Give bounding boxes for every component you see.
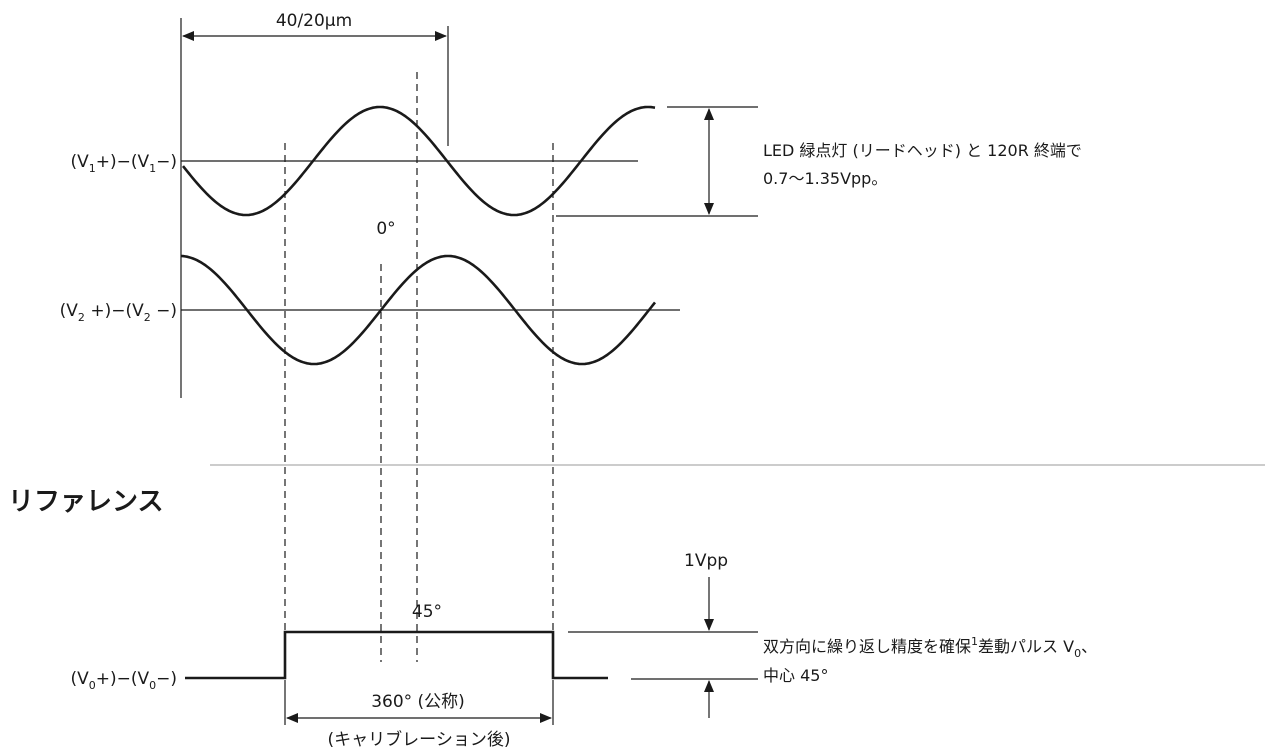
signal-label-v1: (V1+)−(V1−) xyxy=(70,152,177,175)
pulse-note-line2: 中心 45° xyxy=(763,666,828,685)
pulse-note-line1: 双方向に繰り返し精度を確保1差動パルス V0、 xyxy=(763,635,1097,660)
pulse-amplitude-label: 1Vpp xyxy=(684,551,728,571)
pulse-center-label: 45° xyxy=(412,602,442,622)
pulse-width-label: 360° (公称) xyxy=(371,692,465,712)
signal-label-v2: (V2 +)−(V2 −) xyxy=(60,301,177,324)
signal-label-v0: (V0+)−(V0−) xyxy=(70,669,177,692)
zero-degree-label: 0° xyxy=(376,219,395,239)
v2-sine-wave xyxy=(180,254,657,366)
dimension-label: 40/20µm xyxy=(276,11,352,31)
v0-reference-pulse xyxy=(185,630,608,680)
pulse-width-sublabel: (キャリブレーション後) xyxy=(328,729,511,750)
amplitude-note-line2: 0.7〜1.35Vpp。 xyxy=(763,169,887,188)
amplitude-note-line1: LED 緑点灯 (リードヘッド) と 120R 終端で xyxy=(763,141,1082,160)
v1-sine-wave xyxy=(181,105,656,217)
reference-heading: リファレンス xyxy=(8,487,163,517)
